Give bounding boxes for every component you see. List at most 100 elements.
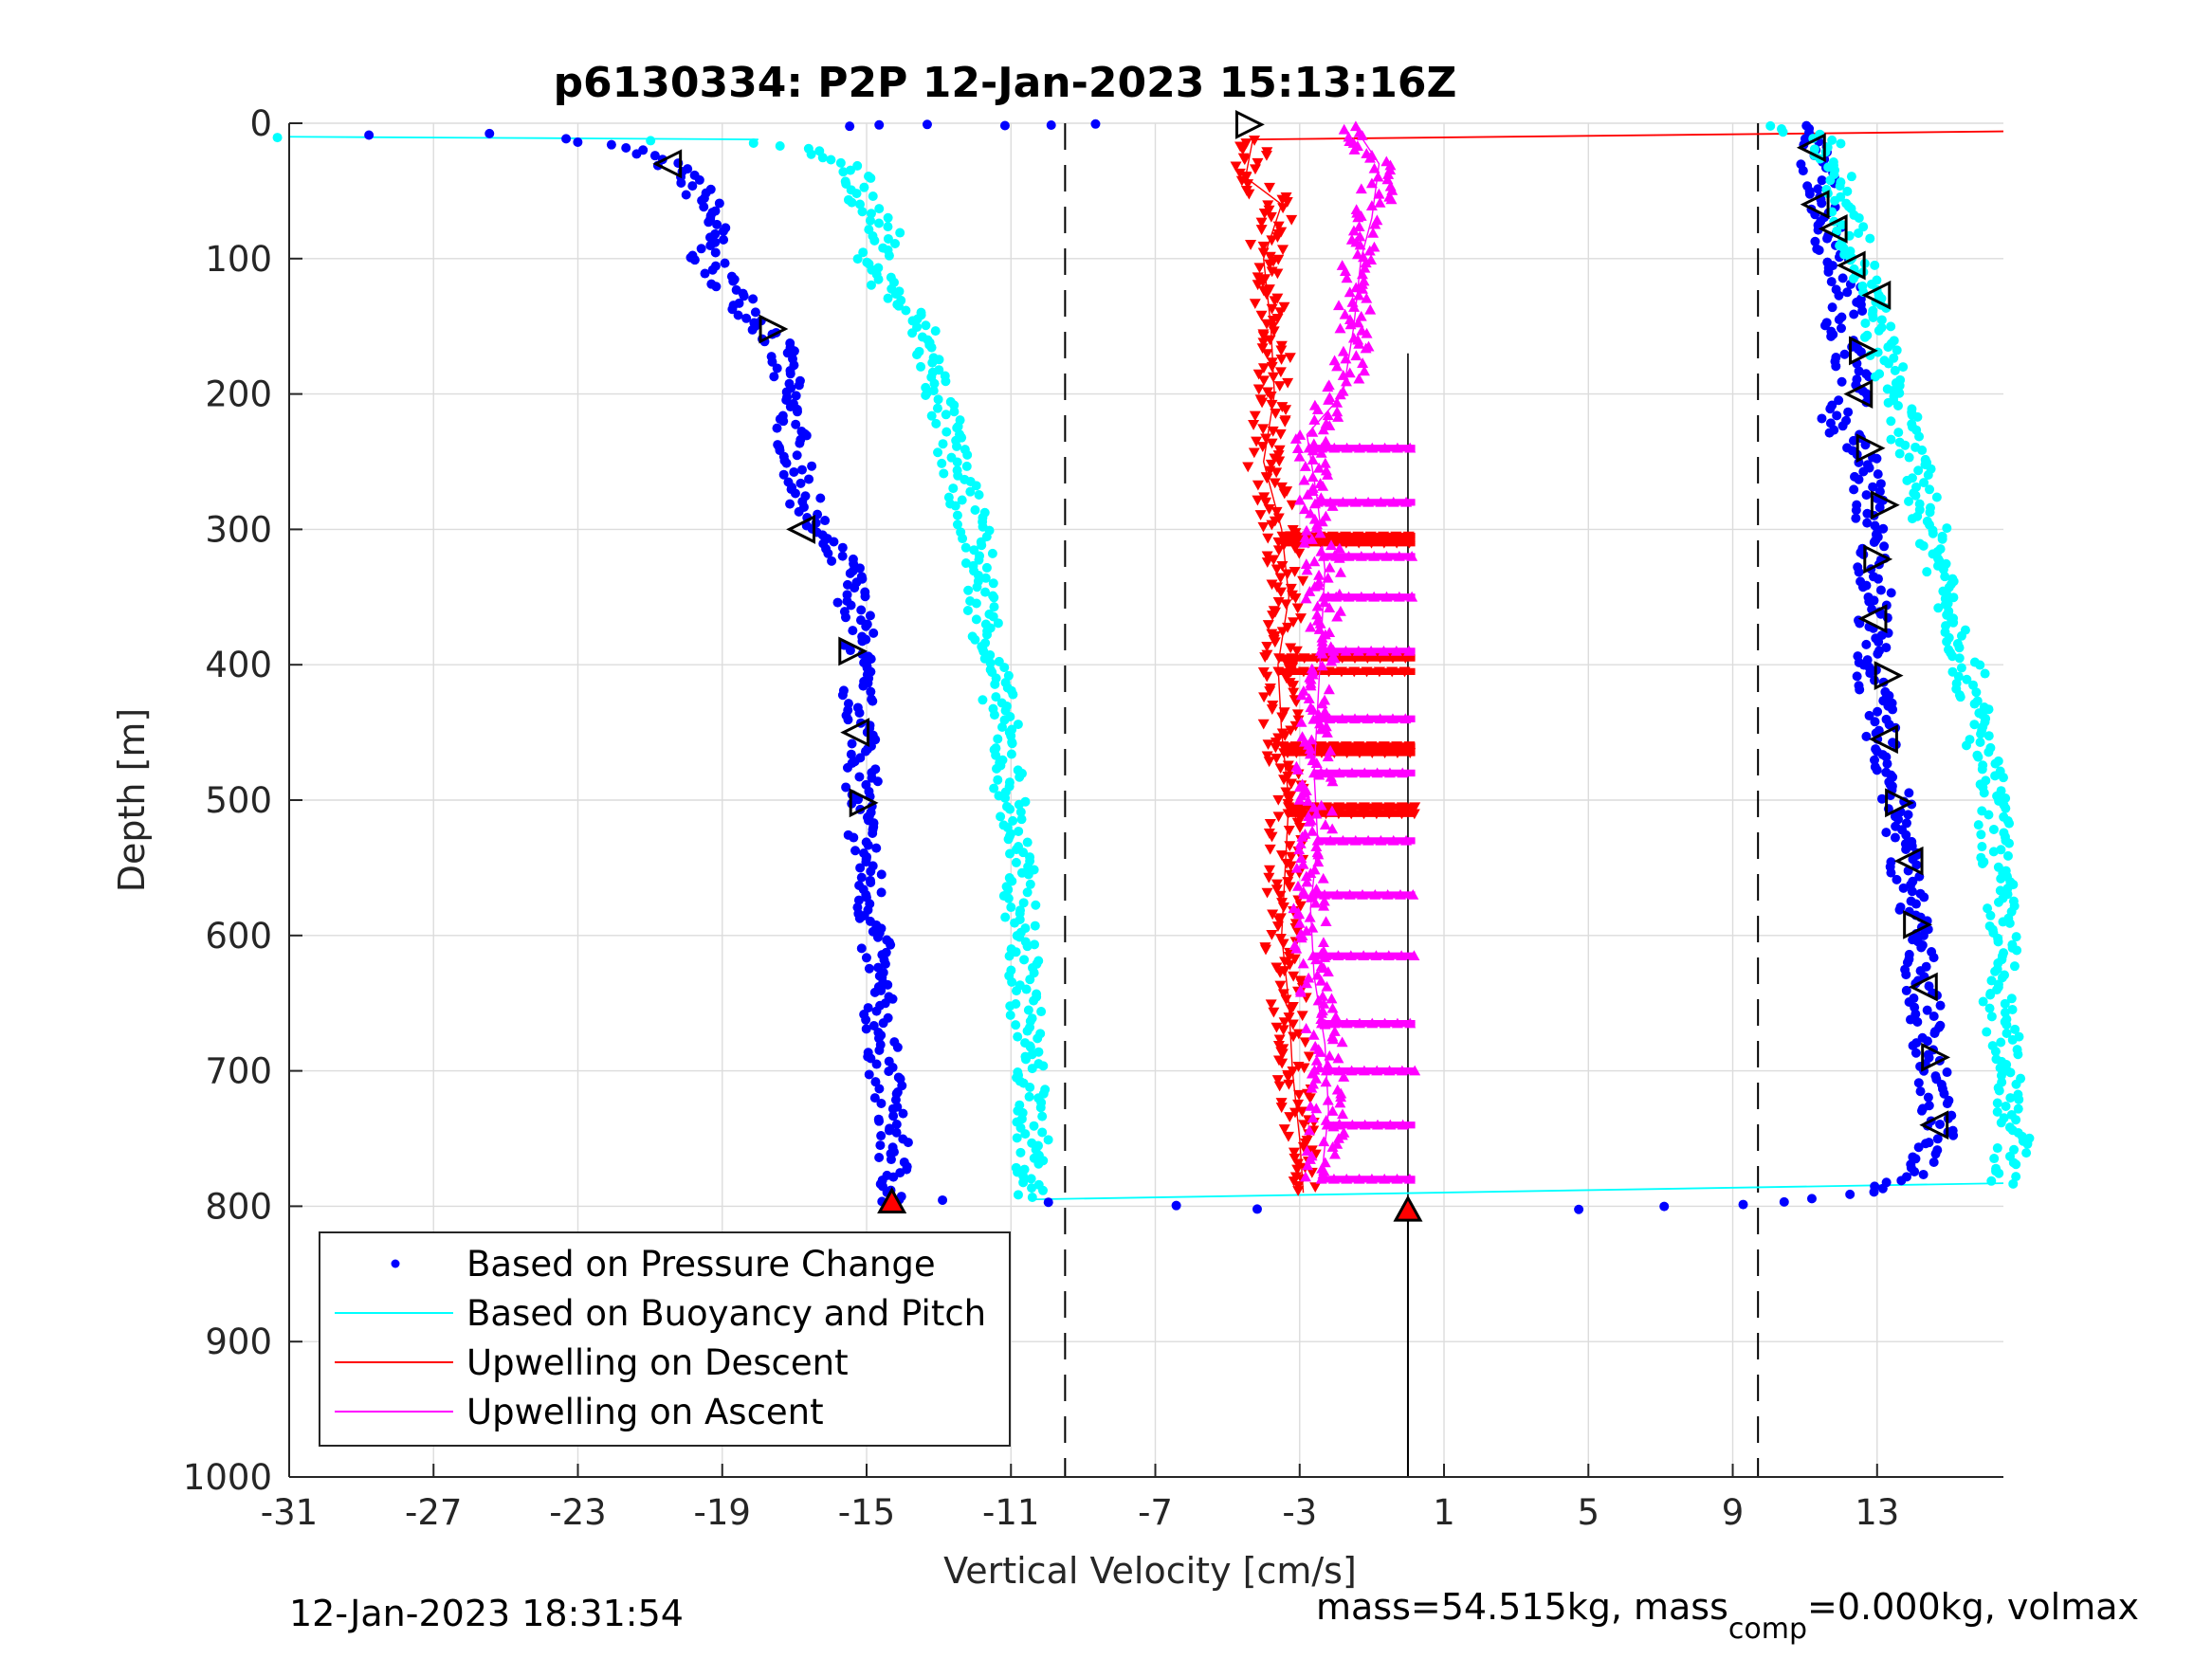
data-point-based-on-pressure-change	[1913, 1078, 1924, 1088]
band-point-upwelling-on-ascent	[1337, 496, 1349, 507]
data-point-based-on-pressure-change	[719, 234, 729, 245]
data-point-based-on-buoyancy-and-pitch	[987, 548, 997, 558]
band-point-upwelling-on-ascent	[1343, 550, 1355, 561]
data-point-based-on-pressure-change	[1849, 484, 1859, 495]
data-point-upwelling-on-ascent	[1305, 507, 1317, 519]
data-point-based-on-pressure-change	[728, 276, 739, 286]
band-point-upwelling-on-descent	[1399, 653, 1412, 665]
x-tick-label: -27	[405, 1492, 462, 1533]
data-point-upwelling-on-descent	[1287, 1019, 1299, 1030]
data-point-based-on-pressure-change	[1837, 421, 1848, 431]
footer-mass-info: mass=54.515kg, masscomp=0.000kg, volmax	[1316, 1586, 2139, 1646]
data-point-based-on-pressure-change	[855, 863, 866, 873]
data-point-upwelling-on-descent	[1280, 599, 1292, 611]
data-point-based-on-pressure-change	[1873, 706, 1883, 717]
data-point-upwelling-on-ascent	[1325, 993, 1338, 1004]
data-point-based-on-buoyancy-and-pitch	[1894, 380, 1905, 391]
data-point-based-on-buoyancy-and-pitch	[1983, 810, 1994, 820]
data-point-upwelling-on-descent	[1267, 316, 1279, 326]
data-point-based-on-pressure-change	[1904, 788, 1914, 798]
data-point-based-on-buoyancy-and-pitch	[1883, 342, 1893, 353]
data-point-based-on-buoyancy-and-pitch	[1022, 941, 1033, 952]
data-point-upwelling-on-descent	[1278, 1124, 1290, 1135]
band-point-upwelling-on-ascent	[1355, 550, 1367, 561]
data-point-upwelling-on-descent	[1257, 331, 1270, 342]
band-point-upwelling-on-ascent	[1383, 767, 1396, 778]
data-point-upwelling-on-descent	[1269, 453, 1281, 465]
band-point-upwelling-on-ascent	[1315, 1173, 1327, 1184]
y-tick-label: 500	[205, 780, 272, 821]
data-point-upwelling-on-ascent	[1332, 1052, 1344, 1064]
data-point-upwelling-on-ascent	[1317, 872, 1329, 884]
data-point-based-on-pressure-change	[1864, 596, 1874, 607]
data-point-upwelling-on-descent	[1282, 1072, 1294, 1083]
data-point-based-on-buoyancy-and-pitch	[1919, 478, 1929, 488]
band-point-upwelling-on-ascent	[1333, 767, 1345, 778]
band-point-upwelling-on-ascent	[1374, 713, 1386, 724]
data-point-upwelling-on-descent	[1297, 575, 1309, 587]
data-point-upwelling-on-ascent	[1318, 1136, 1330, 1147]
data-point-based-on-pressure-change	[789, 466, 799, 477]
data-point-based-on-buoyancy-and-pitch	[921, 390, 931, 400]
data-point-based-on-buoyancy-and-pitch	[926, 342, 937, 353]
data-point-upwelling-on-ascent	[1302, 1159, 1314, 1171]
legend-swatch-pressure	[391, 1259, 400, 1268]
y-tick-label: 300	[205, 509, 272, 550]
data-point-based-on-buoyancy-and-pitch	[857, 207, 868, 217]
data-point-upwelling-on-descent	[1286, 214, 1298, 226]
band-point-upwelling-on-ascent	[1400, 834, 1413, 846]
data-point-based-on-pressure-change	[1659, 1201, 1670, 1212]
data-point-based-on-buoyancy-and-pitch	[1910, 490, 1921, 501]
data-point-based-on-pressure-change	[1858, 466, 1869, 477]
band-point-upwelling-on-ascent	[1345, 767, 1358, 778]
data-point-based-on-buoyancy-and-pitch	[1007, 738, 1017, 749]
data-point-based-on-buoyancy-and-pitch	[2011, 1079, 2021, 1089]
data-point-based-on-buoyancy-and-pitch	[1969, 699, 1980, 709]
band-point-upwelling-on-descent	[1294, 809, 1307, 820]
data-point-upwelling-on-ascent	[1310, 757, 1323, 768]
data-point-based-on-buoyancy-and-pitch	[989, 592, 999, 603]
data-point-based-on-pressure-change	[676, 177, 686, 188]
data-point-upwelling-on-ascent	[1347, 225, 1360, 236]
data-point-based-on-buoyancy-and-pitch	[1015, 1147, 1026, 1158]
data-point-based-on-buoyancy-and-pitch	[993, 775, 1003, 785]
data-point-upwelling-on-descent	[1252, 157, 1264, 169]
data-point-based-on-buoyancy-and-pitch	[1977, 842, 1987, 852]
data-point-based-on-pressure-change	[1923, 1092, 1933, 1103]
data-point-upwelling-on-descent	[1297, 1141, 1309, 1153]
data-point-upwelling-on-ascent	[1304, 1124, 1316, 1136]
data-point-upwelling-on-ascent	[1299, 532, 1311, 542]
band-point-upwelling-on-descent	[1282, 802, 1294, 813]
data-point-based-on-buoyancy-and-pitch	[1031, 900, 1041, 910]
data-point-based-on-pressure-change	[1864, 710, 1874, 720]
data-point-upwelling-on-descent	[1248, 420, 1260, 430]
annotation-marker-triangle-right	[1856, 433, 1886, 464]
data-point-based-on-buoyancy-and-pitch	[890, 289, 901, 300]
data-point-upwelling-on-descent	[1291, 1164, 1304, 1176]
data-point-based-on-buoyancy-and-pitch	[1977, 764, 1987, 775]
data-point-based-on-pressure-change	[710, 247, 721, 258]
data-point-upwelling-on-descent	[1261, 641, 1273, 652]
data-point-upwelling-on-descent	[1273, 456, 1286, 467]
data-point-based-on-pressure-change	[864, 1069, 874, 1080]
data-point-upwelling-on-descent	[1276, 1058, 1289, 1069]
data-point-based-on-pressure-change	[1810, 236, 1820, 246]
data-point-based-on-buoyancy-and-pitch	[1021, 984, 1032, 994]
data-point-upwelling-on-descent	[1267, 611, 1279, 621]
band-point-upwelling-on-descent	[1332, 809, 1344, 820]
band-point-upwelling-on-descent	[1340, 531, 1352, 542]
data-point-upwelling-on-ascent	[1301, 524, 1313, 536]
band-point-upwelling-on-ascent	[1400, 496, 1413, 507]
data-point-upwelling-on-descent	[1285, 643, 1297, 654]
data-point-upwelling-on-descent	[1268, 326, 1280, 337]
data-point-upwelling-on-ascent	[1314, 527, 1326, 538]
data-point-upwelling-on-descent	[1280, 405, 1292, 416]
data-point-based-on-buoyancy-and-pitch	[1902, 475, 1912, 485]
annotation-marker-triangle-left	[1836, 250, 1866, 281]
data-point-based-on-buoyancy-and-pitch	[1904, 496, 1914, 506]
data-point-upwelling-on-descent	[1274, 307, 1287, 318]
data-point-based-on-pressure-change	[874, 1152, 885, 1162]
data-point-based-on-pressure-change	[1929, 1158, 1939, 1168]
band-point-upwelling-on-ascent	[1381, 888, 1394, 900]
data-point-based-on-pressure-change	[856, 943, 867, 954]
